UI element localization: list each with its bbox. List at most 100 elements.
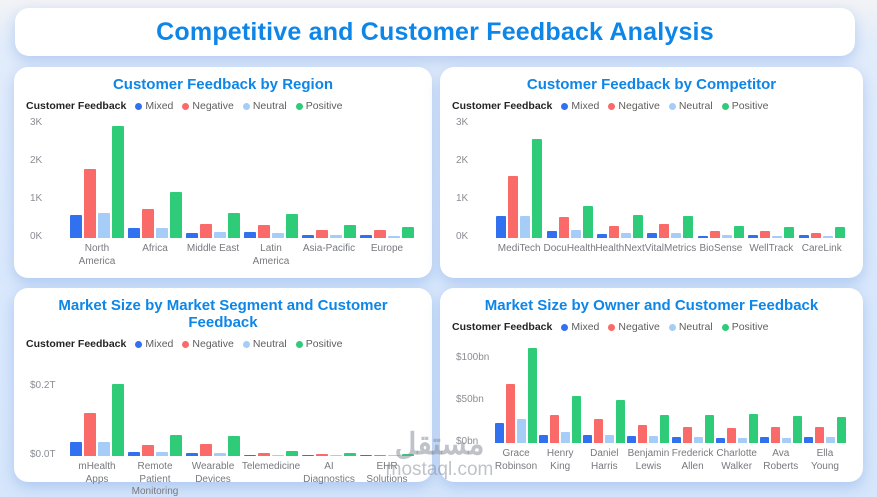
bar-neutral[interactable]	[781, 437, 791, 443]
bar-positive[interactable]	[228, 213, 240, 238]
bar-mixed[interactable]	[539, 434, 549, 443]
bar-neutral[interactable]	[561, 432, 571, 443]
bar-negative[interactable]	[638, 425, 648, 443]
bar-negative[interactable]	[200, 443, 212, 456]
bar-positive[interactable]	[228, 436, 240, 456]
bar-neutral[interactable]	[98, 442, 110, 456]
bar-mixed[interactable]	[697, 235, 708, 238]
legend-item-negative[interactable]: Negative	[182, 338, 234, 350]
bar-positive[interactable]	[112, 383, 124, 456]
bar-positive[interactable]	[836, 416, 846, 443]
legend-item-neutral[interactable]: Neutral	[242, 338, 287, 350]
bar-positive[interactable]	[834, 227, 845, 238]
bar-positive[interactable]	[784, 227, 795, 238]
bar-mixed[interactable]	[186, 452, 198, 456]
bar-negative[interactable]	[682, 427, 692, 443]
legend-item-negative[interactable]: Negative	[182, 100, 234, 112]
bar-neutral[interactable]	[330, 454, 342, 456]
bar-positive[interactable]	[748, 414, 758, 443]
bar-mixed[interactable]	[748, 235, 759, 238]
bar-positive[interactable]	[170, 192, 182, 238]
bar-positive[interactable]	[528, 347, 538, 443]
bar-negative[interactable]	[200, 224, 212, 238]
bar-negative[interactable]	[258, 452, 270, 456]
legend-item-positive[interactable]: Positive	[295, 338, 342, 350]
bar-neutral[interactable]	[825, 437, 835, 443]
bar-negative[interactable]	[760, 230, 771, 238]
bar-mixed[interactable]	[715, 437, 725, 443]
bar-negative[interactable]	[374, 454, 386, 456]
bar-positive[interactable]	[582, 205, 593, 238]
legend-item-positive[interactable]: Positive	[295, 100, 342, 112]
bar-neutral[interactable]	[517, 419, 527, 443]
bar-negative[interactable]	[316, 453, 328, 456]
bar-negative[interactable]	[84, 412, 96, 456]
bar-positive[interactable]	[402, 453, 414, 456]
bar-positive[interactable]	[402, 226, 414, 238]
bar-neutral[interactable]	[214, 232, 226, 238]
bar-positive[interactable]	[704, 415, 714, 443]
bar-negative[interactable]	[814, 427, 824, 443]
bar-mixed[interactable]	[597, 233, 608, 238]
bar-mixed[interactable]	[671, 437, 681, 443]
bar-neutral[interactable]	[330, 234, 342, 238]
bar-neutral[interactable]	[156, 452, 168, 456]
bar-positive[interactable]	[792, 416, 802, 443]
bar-mixed[interactable]	[244, 231, 256, 238]
bar-neutral[interactable]	[520, 215, 531, 238]
bar-mixed[interactable]	[244, 454, 256, 456]
bar-positive[interactable]	[286, 450, 298, 456]
bar-neutral[interactable]	[822, 235, 833, 238]
bar-negative[interactable]	[550, 415, 560, 443]
bar-positive[interactable]	[170, 434, 182, 456]
bar-mixed[interactable]	[496, 215, 507, 238]
bar-mixed[interactable]	[759, 437, 769, 443]
bar-negative[interactable]	[770, 427, 780, 443]
bar-mixed[interactable]	[360, 454, 372, 456]
legend-item-positive[interactable]: Positive	[721, 321, 768, 333]
legend-item-mixed[interactable]: Mixed	[135, 100, 173, 112]
bar-positive[interactable]	[616, 400, 626, 443]
bar-neutral[interactable]	[98, 213, 110, 238]
bar-mixed[interactable]	[360, 234, 372, 238]
bar-negative[interactable]	[609, 226, 620, 238]
bar-positive[interactable]	[572, 395, 582, 443]
bar-positive[interactable]	[344, 452, 356, 456]
legend-item-neutral[interactable]: Neutral	[668, 100, 713, 112]
bar-neutral[interactable]	[737, 437, 747, 443]
bar-negative[interactable]	[508, 175, 519, 238]
bar-neutral[interactable]	[693, 437, 703, 443]
bar-mixed[interactable]	[70, 215, 82, 238]
bar-positive[interactable]	[733, 226, 744, 238]
legend-item-neutral[interactable]: Neutral	[668, 321, 713, 333]
bar-negative[interactable]	[659, 224, 670, 238]
bar-positive[interactable]	[532, 138, 543, 238]
bar-neutral[interactable]	[388, 235, 400, 238]
legend-item-negative[interactable]: Negative	[608, 100, 660, 112]
bar-mixed[interactable]	[647, 233, 658, 238]
bar-negative[interactable]	[709, 230, 720, 238]
legend-item-negative[interactable]: Negative	[608, 321, 660, 333]
legend-item-mixed[interactable]: Mixed	[561, 100, 599, 112]
bar-negative[interactable]	[558, 217, 569, 238]
bar-negative[interactable]	[84, 169, 96, 238]
bar-mixed[interactable]	[128, 228, 140, 238]
bar-negative[interactable]	[142, 444, 154, 456]
bar-positive[interactable]	[112, 125, 124, 238]
bar-positive[interactable]	[286, 213, 298, 238]
bar-neutral[interactable]	[388, 454, 400, 456]
bar-negative[interactable]	[142, 208, 154, 238]
legend-item-neutral[interactable]: Neutral	[242, 100, 287, 112]
bar-neutral[interactable]	[772, 235, 783, 238]
bar-neutral[interactable]	[156, 227, 168, 238]
bar-negative[interactable]	[726, 427, 736, 443]
legend-item-mixed[interactable]: Mixed	[561, 321, 599, 333]
bar-mixed[interactable]	[546, 231, 557, 238]
bar-neutral[interactable]	[214, 452, 226, 456]
bar-mixed[interactable]	[495, 422, 505, 443]
legend-item-positive[interactable]: Positive	[721, 100, 768, 112]
bar-positive[interactable]	[683, 216, 694, 238]
bar-negative[interactable]	[374, 230, 386, 238]
bar-negative[interactable]	[810, 232, 821, 238]
bar-mixed[interactable]	[302, 235, 314, 238]
